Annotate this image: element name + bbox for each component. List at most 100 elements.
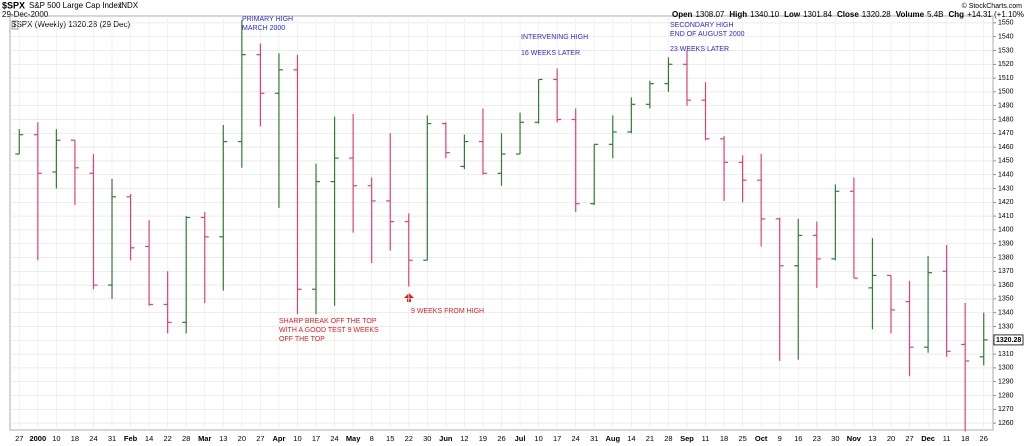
stat-value: 1301.84 <box>803 10 832 19</box>
x-tick-label: 20 <box>887 434 895 443</box>
y-tick-label: 1310 <box>998 351 1014 358</box>
y-tick-label: 1400 <box>998 227 1014 234</box>
x-tick-label: 13 <box>219 434 227 443</box>
y-tick-label: 1480 <box>998 116 1014 123</box>
x-tick-label: 27 <box>256 434 264 443</box>
x-tick-label: 20 <box>238 434 246 443</box>
x-tick-label: Dec <box>921 434 935 443</box>
x-tick-label: 27 <box>905 434 913 443</box>
stat-label: Low <box>784 10 801 19</box>
annotation: WITH A GOOD TEST 9 WEEKS <box>279 327 379 334</box>
x-tick-label: 22 <box>163 434 171 443</box>
x-tick-label: 11 <box>943 434 951 443</box>
x-tick-label: 16 <box>794 434 802 443</box>
last-price-box <box>993 334 1024 346</box>
x-tick-label: 22 <box>405 434 413 443</box>
copyright: © StockCharts.com <box>962 2 1023 10</box>
y-tick-label: 1460 <box>998 144 1014 151</box>
x-tick-label: 30 <box>831 434 839 443</box>
stat-label: Volume <box>896 10 925 19</box>
y-tick-label: 1350 <box>998 296 1014 303</box>
x-tick-label: 21 <box>646 434 654 443</box>
annotation: 16 WEEKS LATER <box>521 50 580 57</box>
x-tick-label: 31 <box>108 434 116 443</box>
x-tick-label: Jun <box>439 434 453 443</box>
annotation: PRIMARY HIGH <box>242 16 293 23</box>
x-tick-label: Apr <box>272 434 285 443</box>
stat-value: 1308.07 <box>695 10 724 19</box>
x-tick-label: Feb <box>124 434 138 443</box>
x-tick-label: 28 <box>182 434 190 443</box>
y-tick-label: 1330 <box>998 323 1014 330</box>
y-tick-label: 1380 <box>998 254 1014 261</box>
x-tick-label: Oct <box>755 434 768 443</box>
x-tick-label: 11 <box>702 434 710 443</box>
x-tick-label: 9 <box>778 434 782 443</box>
x-tick-label: 8 <box>370 434 374 443</box>
x-tick-label: 2000 <box>29 434 46 443</box>
stat-label: Close <box>837 10 859 19</box>
x-tick-label: 13 <box>868 434 876 443</box>
annotation: INTERVENING HIGH <box>521 34 588 41</box>
stat-value: 1320.28 <box>862 10 891 19</box>
y-tick-label: 1370 <box>998 268 1014 275</box>
date: 29-Dec-2000 <box>2 10 49 19</box>
x-tick-label: Jul <box>515 434 526 443</box>
x-tick-label: 10 <box>534 434 542 443</box>
x-tick-label: Aug <box>605 434 620 443</box>
y-tick-label: 1430 <box>998 185 1014 192</box>
x-tick-label: 15 <box>386 434 394 443</box>
y-tick-label: 1510 <box>998 75 1014 82</box>
y-tick-label: 1530 <box>998 47 1014 54</box>
x-tick-label: 18 <box>71 434 79 443</box>
y-tick-label: 1360 <box>998 282 1014 289</box>
y-tick-label: 1520 <box>998 61 1014 68</box>
exchange: INDX <box>119 1 139 10</box>
y-tick-label: 1540 <box>998 34 1014 41</box>
x-tick-label: 31 <box>590 434 598 443</box>
x-tick-label: 27 <box>15 434 23 443</box>
y-tick-label: 1390 <box>998 241 1014 248</box>
symbol: $SPX <box>2 0 25 10</box>
annotation: SECONDARY HIGH <box>670 22 734 29</box>
x-tick-label: 14 <box>627 434 635 443</box>
y-tick-label: 1490 <box>998 103 1014 110</box>
x-tick-label: 25 <box>738 434 746 443</box>
annotation: SHARP BREAK OFF THE TOP <box>279 318 377 325</box>
y-tick-label: 1270 <box>998 406 1014 413</box>
annotation: MARCH 2000 <box>242 25 285 32</box>
x-tick-label: 18 <box>720 434 728 443</box>
y-tick-label: 1260 <box>998 420 1014 427</box>
x-tick-label: 18 <box>961 434 969 443</box>
stat-label: Chg <box>949 10 965 19</box>
last-price-label: 1320.28 <box>996 337 1021 344</box>
annotation: END OF AUGUST 2000 <box>670 31 745 38</box>
y-tick-label: 1410 <box>998 213 1014 220</box>
x-tick-label: 23 <box>813 434 821 443</box>
y-tick-label: 1440 <box>998 172 1014 179</box>
legend-swatch <box>11 20 19 30</box>
stat-label: High <box>729 10 747 19</box>
x-tick-label: 24 <box>572 434 580 443</box>
x-tick-label: May <box>346 434 361 443</box>
x-tick-label: 17 <box>312 434 320 443</box>
y-tick-label: 1550 <box>998 20 1014 27</box>
legend: $SPX (Weekly) 1320.28 (29 Dec) <box>12 20 130 29</box>
x-tick-label: 14 <box>145 434 153 443</box>
x-tick-label: 30 <box>423 434 431 443</box>
y-tick-label: 1470 <box>998 130 1014 137</box>
index-name: S&P 500 Large Cap Index <box>29 1 122 10</box>
x-tick-label: Sep <box>680 434 694 443</box>
x-tick-label: 17 <box>553 434 561 443</box>
x-tick-label: 24 <box>330 434 338 443</box>
y-tick-label: 1450 <box>998 158 1014 165</box>
stat-value: 5.4B <box>927 10 943 19</box>
x-tick-label: Mar <box>198 434 211 443</box>
x-tick-label: 24 <box>89 434 97 443</box>
x-tick-label: 12 <box>460 434 468 443</box>
x-tick-label: 19 <box>479 434 487 443</box>
stat-value: +14.31 (+1.10%) <box>967 10 1024 19</box>
annotation: 9 WEEKS FROM HIGH <box>411 308 484 315</box>
